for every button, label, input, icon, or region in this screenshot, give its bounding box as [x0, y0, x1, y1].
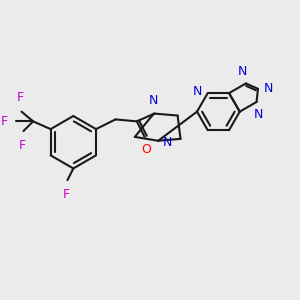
Text: N: N [254, 108, 263, 121]
Text: F: F [19, 139, 26, 152]
Text: N: N [264, 82, 273, 95]
Text: N: N [237, 64, 247, 78]
Text: N: N [193, 85, 202, 98]
Text: F: F [63, 188, 70, 201]
Text: O: O [142, 143, 152, 156]
Text: F: F [17, 91, 24, 104]
Text: N: N [148, 94, 158, 107]
Text: F: F [1, 115, 8, 128]
Text: N: N [163, 136, 172, 149]
